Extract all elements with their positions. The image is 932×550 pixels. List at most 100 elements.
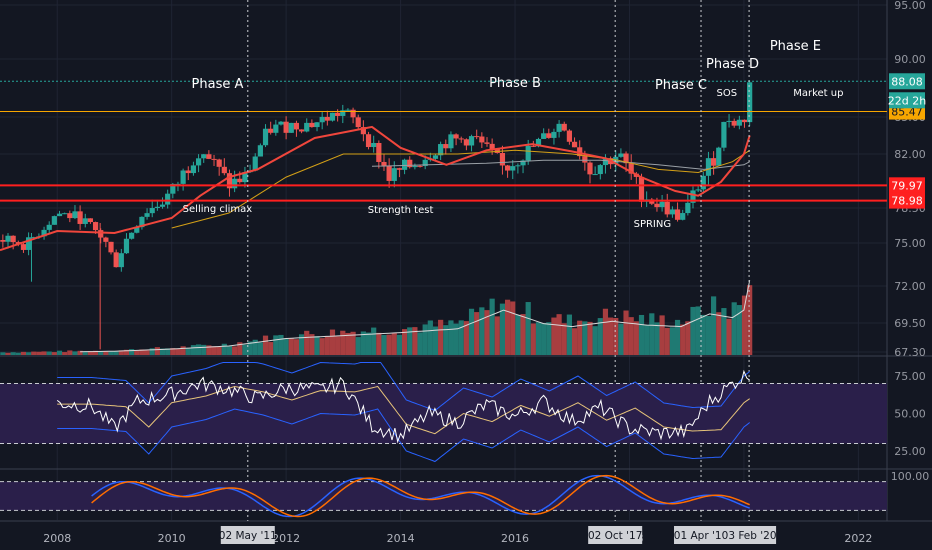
volume-bar bbox=[510, 301, 516, 355]
candle-body bbox=[381, 161, 387, 166]
candle-body bbox=[700, 175, 706, 190]
volume-bar bbox=[705, 315, 712, 355]
volume-bar bbox=[180, 346, 186, 355]
candle-body bbox=[262, 128, 269, 146]
volume-bar bbox=[82, 351, 88, 355]
candle-body bbox=[736, 119, 742, 126]
phase-label: Phase D bbox=[706, 57, 759, 72]
volume-bar bbox=[134, 350, 140, 355]
candle-body bbox=[602, 158, 609, 166]
volume-bar bbox=[247, 341, 253, 355]
candle-body bbox=[46, 224, 52, 230]
candle-body bbox=[154, 206, 160, 209]
candle-body bbox=[149, 208, 155, 214]
candle-body bbox=[561, 123, 567, 131]
rsi-tick-label: 75.00 bbox=[894, 370, 926, 383]
candle-body bbox=[242, 172, 248, 183]
candle-body bbox=[474, 136, 480, 138]
volume-bar bbox=[597, 318, 603, 355]
rsi-upper-band bbox=[57, 361, 751, 412]
volume-bar bbox=[623, 310, 629, 355]
candle-body bbox=[26, 237, 32, 250]
volume-bar bbox=[443, 325, 449, 355]
candle-body bbox=[582, 156, 588, 163]
volume-bar bbox=[736, 305, 742, 355]
volume-bar bbox=[262, 335, 269, 355]
candle-body bbox=[67, 213, 73, 219]
volume-bar bbox=[582, 321, 588, 355]
volume-bar bbox=[479, 307, 485, 355]
price-tick-label: 95.00 bbox=[894, 0, 926, 12]
volume-bar bbox=[371, 327, 377, 355]
candle-body bbox=[726, 120, 732, 122]
volume-bar bbox=[499, 303, 506, 355]
price-tick-label: 75.00 bbox=[894, 237, 926, 250]
candle-body bbox=[87, 218, 94, 223]
volume-bar bbox=[329, 329, 336, 355]
candle-body bbox=[113, 252, 119, 268]
candle-body bbox=[510, 166, 516, 171]
candle-body bbox=[62, 213, 68, 215]
candle-body bbox=[41, 229, 47, 237]
candle-body bbox=[530, 145, 536, 147]
volume-bar bbox=[87, 351, 94, 355]
volume-bar bbox=[26, 352, 32, 355]
volume-bar bbox=[129, 349, 135, 355]
volume-bar bbox=[716, 312, 722, 355]
candle-body bbox=[298, 129, 305, 132]
candle-body bbox=[458, 138, 464, 140]
volume-bar bbox=[633, 321, 639, 355]
volume-bar bbox=[386, 334, 392, 355]
volume-bar bbox=[5, 352, 11, 355]
volume-bar bbox=[268, 342, 274, 355]
rsi-tick-label: 25.00 bbox=[894, 445, 926, 458]
volume-bar bbox=[577, 320, 583, 355]
candle-body bbox=[5, 235, 11, 242]
volume-bar bbox=[695, 306, 701, 355]
price-tick-label: 82.00 bbox=[894, 148, 926, 161]
annotation-label: Selling climax bbox=[183, 204, 253, 215]
candle-body bbox=[165, 193, 171, 205]
candle-body bbox=[226, 173, 233, 189]
volume-bar bbox=[144, 350, 150, 355]
volume-bar bbox=[335, 336, 341, 355]
volume-bar bbox=[0, 352, 6, 355]
candle-body bbox=[360, 127, 366, 135]
volume-bar bbox=[638, 314, 645, 355]
volume-bar bbox=[628, 317, 634, 355]
candle-body bbox=[468, 136, 475, 146]
volume-bar bbox=[319, 338, 325, 355]
candle-body bbox=[551, 131, 557, 138]
volume-bar bbox=[571, 328, 578, 355]
volume-bar bbox=[525, 302, 531, 355]
volume-bar bbox=[520, 314, 526, 355]
volume-bar bbox=[41, 351, 47, 355]
volume-bar bbox=[149, 348, 155, 355]
volume-bar bbox=[190, 345, 197, 355]
volume-bar bbox=[170, 348, 176, 355]
candle-body bbox=[463, 139, 469, 146]
candle-body bbox=[108, 241, 114, 253]
candle-body bbox=[170, 183, 176, 194]
volume-bar bbox=[283, 338, 289, 355]
volume-bar bbox=[175, 348, 181, 355]
volume-bar bbox=[360, 331, 366, 355]
candle-body bbox=[293, 122, 300, 130]
volume-bar bbox=[216, 346, 222, 355]
candle-body bbox=[546, 133, 552, 138]
volume-bar bbox=[46, 351, 52, 355]
countdown-label: 22d 2h bbox=[888, 94, 926, 107]
volume-bar bbox=[185, 347, 191, 355]
candle-body bbox=[705, 158, 712, 176]
candle-body bbox=[195, 158, 202, 166]
volume-bar bbox=[438, 319, 444, 355]
volume-bar bbox=[463, 321, 469, 355]
candle-body bbox=[613, 156, 619, 165]
candle-body bbox=[273, 124, 279, 133]
rsi-line bbox=[56, 369, 750, 444]
year-tick-label: 2014 bbox=[387, 532, 415, 545]
candle-body bbox=[159, 204, 166, 207]
volume-bar bbox=[314, 336, 320, 355]
annotation-label: SPRING bbox=[634, 219, 672, 230]
year-tick-label: 2008 bbox=[43, 532, 71, 545]
